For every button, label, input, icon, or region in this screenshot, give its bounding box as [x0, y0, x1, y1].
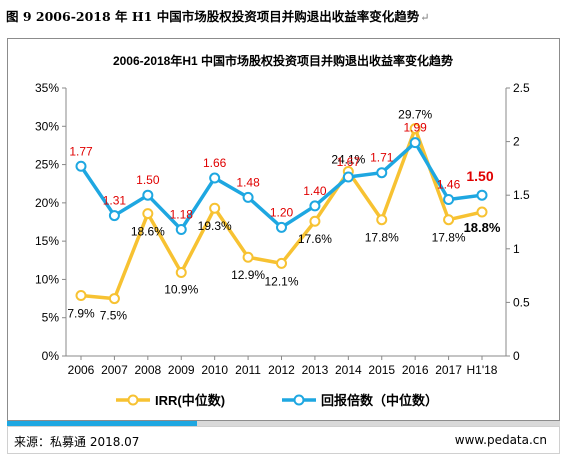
multiple-data-label: 1.40: [303, 184, 327, 198]
x-tick-label: 2006: [68, 363, 95, 377]
multiple-point: [242, 191, 254, 203]
x-tick-label: 2017: [435, 363, 462, 377]
multiple-point: [342, 171, 354, 183]
multiple-point: [75, 160, 87, 172]
x-tick-label: 2007: [101, 363, 128, 377]
x-tick-label: H1'18: [467, 363, 498, 377]
multiple-data-label: 1.67: [337, 155, 361, 169]
right-tick-label: 1: [513, 242, 520, 256]
chart-title: 2006-2018年H1 中国市场股权投资项目并购退出收益率变化趋势: [113, 53, 453, 68]
irr-point: [376, 214, 388, 226]
x-tick-label: 2012: [268, 363, 295, 377]
irr-point: [242, 251, 254, 263]
divider-bar: [7, 421, 560, 426]
multiple-point: [108, 210, 120, 222]
legend-multiple-label: 回报倍数（中位数）: [321, 393, 438, 408]
right-tick-label: 2.5: [513, 81, 530, 95]
left-tick-label: 5%: [42, 311, 60, 325]
irr-point: [175, 267, 187, 279]
irr-data-label: 19.3%: [198, 219, 232, 233]
divider-accent: [7, 421, 197, 426]
irr-point: [409, 123, 421, 135]
left-tick-label: 35%: [35, 81, 59, 95]
x-tick-label: 2016: [402, 363, 429, 377]
figure-caption: 图 9 2006-2018 年 H1 中国市场股权投资项目并购退出收益率变化趋势…: [6, 9, 430, 24]
left-tick-label: 25%: [35, 158, 59, 172]
irr-point: [443, 214, 455, 226]
irr-data-label: 24.1%: [331, 152, 365, 166]
irr-data-label: 17.8%: [432, 231, 466, 245]
irr-point: [309, 215, 321, 227]
chart-frame: 2006-2018年H1 中国市场股权投资项目并购退出收益率变化趋势 0% 5% 10…: [7, 38, 560, 421]
multiple-data-label: 1.99: [403, 121, 427, 135]
irr-point: [108, 293, 120, 305]
website-text: www.pedata.cn: [454, 433, 547, 447]
multiple-point: [476, 189, 488, 201]
irr-data-label: 18.8%: [464, 220, 501, 235]
multiple-data-label: 1.77: [69, 144, 93, 158]
irr-data-label: 18.6%: [131, 225, 165, 239]
multiple-point: [409, 137, 421, 149]
footer: 来源：私募通 2018.07 www.pedata.cn: [7, 426, 560, 454]
left-tick-label: 15%: [35, 234, 59, 248]
x-tick-label: 2014: [335, 363, 362, 377]
line-chart: 2006-2018年H1 中国市场股权投资项目并购退出收益率变化趋势0%5%10…: [35, 53, 530, 408]
right-tick-label: 2: [513, 135, 520, 149]
legend-irr-swatch-marker: [127, 394, 139, 406]
x-tick-label: 2010: [201, 363, 228, 377]
multiple-data-label: 1.50: [466, 168, 493, 184]
legend-multiple-swatch-marker: [293, 394, 305, 406]
left-tick-label: 30%: [35, 119, 59, 133]
multiple-point: [276, 221, 287, 233]
multiple-point: [309, 200, 321, 212]
multiple-data-label: 1.50: [136, 173, 160, 187]
multiple-data-label: 1.18: [170, 208, 194, 222]
irr-point: [476, 206, 488, 218]
x-tick-label: 2008: [134, 363, 161, 377]
irr-point: [276, 257, 287, 269]
multiple-point: [209, 172, 221, 184]
x-tick-label: 2011: [235, 363, 261, 377]
irr-data-label: 7.5%: [100, 309, 128, 323]
x-tick-label: 2009: [168, 363, 195, 377]
multiple-data-label: 1.71: [370, 151, 394, 165]
irr-point: [209, 202, 221, 214]
irr-data-label: 12.1%: [264, 274, 298, 288]
left-tick-label: 10%: [35, 272, 59, 286]
multiple-point: [443, 193, 455, 205]
legend-irr-label: IRR(中位数): [155, 393, 225, 408]
x-tick-label: 2015: [368, 363, 395, 377]
irr-data-label: 17.6%: [298, 232, 332, 246]
irr-data-label: 10.9%: [164, 283, 198, 297]
irr-point: [75, 290, 87, 302]
left-tick-label: 20%: [35, 196, 59, 210]
multiple-data-label: 1.20: [270, 205, 294, 219]
source-text: 来源：私募通 2018.07: [14, 435, 140, 449]
multiple-point: [142, 189, 154, 201]
multiple-point: [175, 224, 187, 236]
multiple-data-label: 1.31: [103, 194, 127, 208]
multiple-data-label: 1.46: [437, 177, 461, 191]
irr-data-label: 12.9%: [231, 268, 265, 282]
right-tick-label: 0: [513, 349, 520, 363]
irr-point: [142, 208, 154, 220]
left-tick-label: 0%: [42, 349, 60, 363]
irr-data-label: 29.7%: [398, 108, 432, 122]
multiple-data-label: 1.66: [203, 156, 227, 170]
multiple-point: [376, 167, 388, 179]
multiple-data-label: 1.48: [236, 175, 260, 189]
x-tick-label: 2013: [302, 363, 329, 377]
irr-data-label: 17.8%: [365, 231, 399, 245]
right-tick-label: 0.5: [513, 295, 530, 309]
right-tick-label: 1.5: [513, 188, 530, 202]
irr-data-label: 7.9%: [67, 307, 95, 321]
